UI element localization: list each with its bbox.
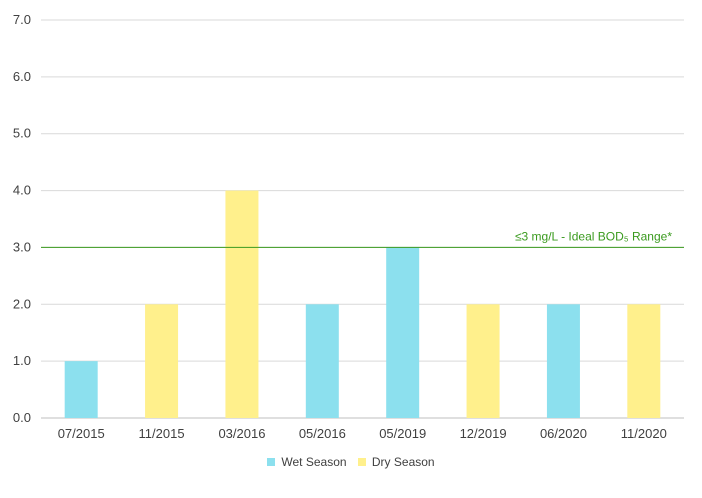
bar xyxy=(466,304,500,418)
bar xyxy=(386,247,420,418)
x-tick-label: 11/2015 xyxy=(139,426,185,441)
y-tick-label: 7.0 xyxy=(13,12,31,27)
x-tick-label: 05/2016 xyxy=(299,426,346,441)
bars xyxy=(64,190,661,418)
y-tick-label: 6.0 xyxy=(13,69,31,84)
legend-item-wet: Wet Season xyxy=(267,455,347,469)
legend-item-dry: Dry Season xyxy=(357,455,435,469)
legend-label-dry: Dry Season xyxy=(371,455,435,469)
reference-line-group: ≤3 mg/L - Ideal BOD₅ Range* xyxy=(41,229,684,248)
reference-line-label: ≤3 mg/L - Ideal BOD₅ Range* xyxy=(515,229,672,243)
bar xyxy=(627,304,661,418)
x-axis-ticks: 07/2015 11/2015 03/2016 05/2016 05/2019 12/20… xyxy=(58,426,667,441)
bar xyxy=(225,190,259,418)
legend-swatch-dry xyxy=(357,458,366,466)
bar xyxy=(64,361,98,418)
y-axis-ticks: 0.0 1.0 2.0 3.0 4.0 5.0 6.0 7.0 xyxy=(13,12,31,425)
y-tick-label: 0.0 xyxy=(13,410,31,425)
y-tick-label: 5.0 xyxy=(13,126,31,141)
y-tick-label: 2.0 xyxy=(13,296,31,311)
legend: Wet Season Dry Season xyxy=(0,455,702,469)
legend-swatch-wet xyxy=(267,458,276,466)
bar xyxy=(305,304,339,418)
x-tick-label: 05/2019 xyxy=(379,426,426,441)
x-tick-label: 03/2016 xyxy=(218,426,265,441)
x-tick-label: 11/2020 xyxy=(621,426,667,441)
y-tick-label: 3.0 xyxy=(13,239,31,254)
x-tick-label: 06/2020 xyxy=(540,426,587,441)
y-tick-label: 1.0 xyxy=(13,353,31,368)
legend-label-wet: Wet Season xyxy=(281,455,347,469)
grid-lines xyxy=(41,19,684,419)
bar xyxy=(546,304,580,418)
x-tick-label: 07/2015 xyxy=(58,426,105,441)
y-tick-label: 4.0 xyxy=(13,183,31,198)
x-tick-label: 12/2019 xyxy=(460,426,507,441)
bar xyxy=(145,304,179,418)
